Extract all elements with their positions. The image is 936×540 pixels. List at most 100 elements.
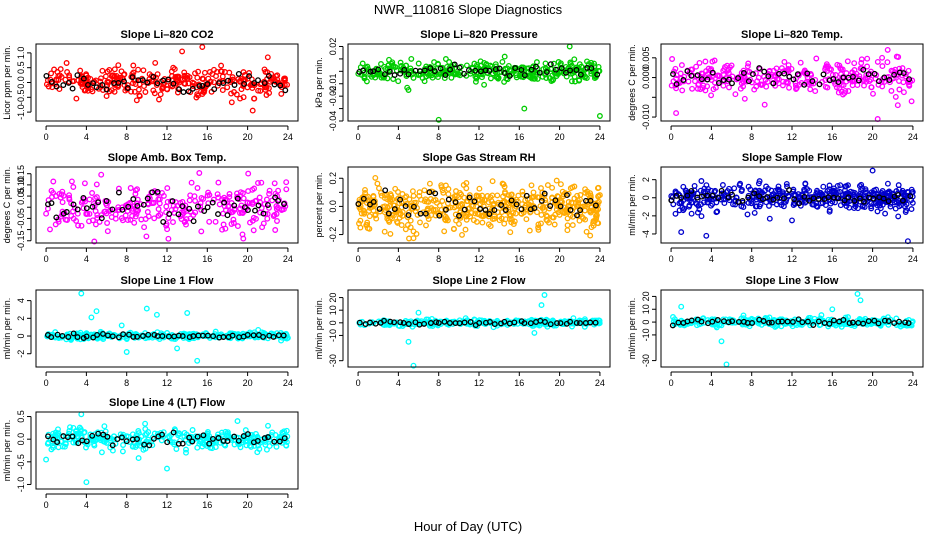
overlay-point — [144, 79, 151, 86]
overlay-point — [678, 194, 685, 201]
data-point — [270, 213, 277, 219]
data-point — [233, 91, 240, 98]
overlay-point — [801, 81, 808, 88]
overlay-point — [401, 66, 408, 73]
overlay-point — [739, 197, 746, 204]
data-point — [273, 73, 279, 80]
data-point — [154, 71, 161, 78]
data-point — [487, 223, 494, 230]
data-point — [726, 185, 732, 192]
x-tick-label: 16 — [514, 132, 524, 142]
data-point — [783, 79, 790, 85]
data-point — [261, 201, 268, 208]
overlay-point — [492, 66, 499, 73]
data-point — [762, 187, 768, 194]
data-point — [451, 204, 458, 211]
x-tick-label: 12 — [474, 132, 484, 142]
data-point — [228, 90, 235, 97]
data-point — [755, 320, 762, 327]
data-point — [407, 65, 414, 72]
data-point — [704, 199, 711, 206]
data-point — [357, 217, 364, 224]
data-point — [679, 87, 686, 94]
data-point — [140, 67, 147, 74]
overlay-point — [140, 201, 147, 208]
x-tick-label: 16 — [827, 378, 837, 388]
overlay-point — [150, 435, 157, 442]
data-point — [395, 78, 402, 85]
data-point — [439, 187, 446, 194]
data-point — [713, 324, 720, 331]
overlay-point — [186, 434, 193, 441]
overlay-point — [542, 319, 548, 325]
x-tick-label: 20 — [243, 254, 253, 264]
overlay-point — [185, 88, 192, 95]
overlay-point — [134, 436, 140, 442]
data-point — [214, 191, 221, 198]
y-tick-label: -0.01 — [328, 73, 338, 94]
data-point — [61, 443, 68, 450]
y-tick-label: 0.02 — [328, 38, 338, 56]
overlay-point — [574, 212, 580, 219]
data-point — [875, 81, 882, 88]
data-point — [81, 180, 88, 187]
data-point — [884, 180, 891, 187]
y-axis: -0.2 0.0 0.2 — [328, 172, 344, 242]
overlay-point — [684, 192, 691, 199]
data-point — [774, 186, 781, 193]
overlay-point — [83, 438, 90, 445]
overlay-point — [849, 319, 856, 326]
overlay-point — [885, 318, 892, 325]
x-tick-label: 4 — [396, 132, 401, 142]
overlay-point — [90, 334, 97, 341]
data-point — [212, 218, 219, 225]
data-point — [766, 202, 772, 209]
data-points — [669, 290, 916, 368]
data-point — [89, 190, 96, 196]
data-point — [415, 60, 422, 67]
data-point — [387, 230, 394, 237]
data-point — [499, 58, 506, 65]
data-point — [837, 65, 844, 72]
data-point — [526, 227, 533, 234]
overlay-point — [538, 197, 545, 204]
data-point — [57, 194, 64, 201]
overlay-point — [688, 72, 695, 79]
overlay-point — [725, 319, 732, 326]
figure-title: NWR_110816 Slope Diagnostics — [374, 2, 563, 17]
y-axis-label: ml/min per min. — [2, 298, 12, 360]
overlay-point — [200, 432, 207, 439]
data-point — [849, 82, 856, 89]
x-axis: 0 4 8 12 16 20 24 — [669, 125, 918, 142]
data-point — [390, 63, 397, 70]
x-axis: 0 4 8 12 16 20 24 — [669, 247, 918, 264]
data-point — [142, 426, 149, 432]
data-point — [402, 226, 409, 233]
data-point — [372, 174, 379, 181]
data-point — [837, 182, 844, 189]
overlay-point — [768, 319, 775, 326]
overlay-point — [175, 332, 182, 339]
overlay-point — [252, 207, 258, 214]
overlay-point — [387, 318, 394, 325]
x-tick-label: 0 — [44, 132, 49, 142]
data-point — [425, 72, 432, 79]
x-tick-label: 4 — [396, 254, 401, 264]
overlay-point — [482, 206, 489, 213]
overlay-point — [588, 65, 595, 72]
data-point — [834, 182, 841, 189]
x-tick-label: 16 — [202, 254, 212, 264]
overlay-point — [215, 211, 221, 218]
data-point — [135, 86, 142, 93]
data-point — [66, 428, 73, 434]
data-point — [103, 210, 110, 217]
overlay-point — [729, 318, 736, 325]
data-point — [134, 208, 141, 215]
overlay-point — [400, 319, 407, 326]
data-point — [595, 184, 602, 191]
overlay-point — [521, 72, 528, 79]
overlay-point — [405, 71, 412, 78]
outlier-point — [199, 44, 206, 50]
overlay-point — [109, 206, 116, 213]
overlay-point — [766, 319, 772, 326]
